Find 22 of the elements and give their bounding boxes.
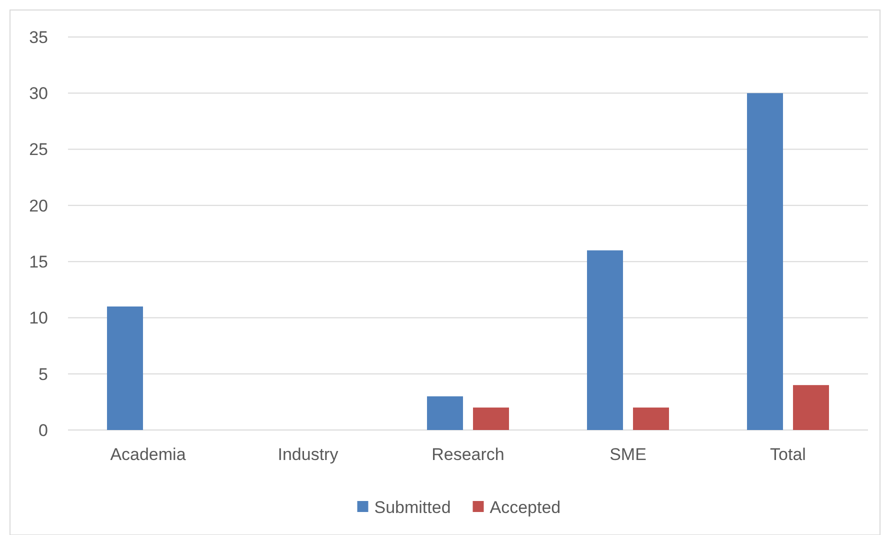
legend-label: Submitted: [374, 498, 451, 517]
bar: [427, 396, 463, 430]
bar: [793, 385, 829, 430]
y-tick-label: 30: [29, 84, 48, 104]
y-tick-label: 10: [29, 308, 48, 328]
x-tick-label: SME: [610, 445, 646, 464]
bar: [633, 408, 669, 430]
y-tick-label: 20: [29, 196, 48, 216]
x-tick-label: Academia: [110, 445, 186, 464]
bar: [747, 93, 783, 430]
y-tick-label: 5: [38, 364, 48, 384]
y-tick-label: 25: [29, 140, 48, 160]
x-tick-label: Industry: [278, 445, 339, 464]
y-tick-label: 15: [29, 252, 48, 272]
x-tick-label: Research: [432, 445, 504, 464]
legend-label: Accepted: [490, 498, 561, 517]
x-tick-label: Total: [770, 445, 806, 464]
bar: [473, 408, 509, 430]
y-tick-label: 35: [29, 28, 48, 47]
bar: [107, 306, 143, 430]
bar: [587, 250, 623, 430]
y-tick-label: 0: [38, 420, 48, 440]
